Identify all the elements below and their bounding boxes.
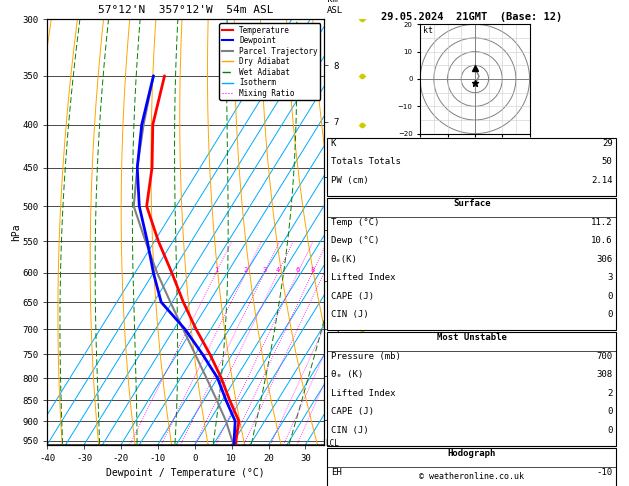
Text: 29.05.2024  21GMT  (Base: 12): 29.05.2024 21GMT (Base: 12): [381, 12, 562, 22]
Text: 0: 0: [607, 407, 613, 417]
Text: EH: EH: [331, 468, 342, 477]
Text: 0: 0: [607, 310, 613, 319]
Text: Surface: Surface: [453, 199, 491, 208]
Text: kt: kt: [423, 25, 433, 35]
Text: CAPE (J): CAPE (J): [331, 292, 374, 301]
Text: PW (cm): PW (cm): [331, 176, 369, 185]
Text: Pressure (mb): Pressure (mb): [331, 352, 401, 361]
Text: 3: 3: [607, 273, 613, 282]
Text: 2: 2: [243, 267, 248, 273]
Text: 1: 1: [214, 267, 218, 273]
Text: 50: 50: [602, 157, 613, 167]
Text: 8: 8: [310, 267, 314, 273]
Text: θₑ (K): θₑ (K): [331, 370, 363, 380]
Text: Totals Totals: Totals Totals: [331, 157, 401, 167]
Y-axis label: hPa: hPa: [11, 223, 21, 241]
Text: 0: 0: [607, 292, 613, 301]
Text: 700: 700: [596, 352, 613, 361]
Text: 3: 3: [262, 267, 267, 273]
Text: 4: 4: [276, 267, 280, 273]
Text: Hodograph: Hodograph: [448, 449, 496, 458]
Text: LCL: LCL: [325, 439, 339, 448]
Text: Lifted Index: Lifted Index: [331, 389, 396, 398]
Text: © weatheronline.co.uk: © weatheronline.co.uk: [420, 472, 524, 481]
Text: CIN (J): CIN (J): [331, 426, 369, 435]
Text: Dewp (°C): Dewp (°C): [331, 236, 379, 245]
Text: Temp (°C): Temp (°C): [331, 218, 379, 227]
Text: θₑ(K): θₑ(K): [331, 255, 358, 264]
Text: 6: 6: [296, 267, 300, 273]
Text: 0: 0: [607, 426, 613, 435]
Text: 10.6: 10.6: [591, 236, 613, 245]
Text: Lifted Index: Lifted Index: [331, 273, 396, 282]
Text: km
ASL: km ASL: [327, 0, 343, 15]
Text: 308: 308: [596, 370, 613, 380]
X-axis label: Dewpoint / Temperature (°C): Dewpoint / Temperature (°C): [106, 469, 265, 478]
Text: CIN (J): CIN (J): [331, 310, 369, 319]
Text: 11.2: 11.2: [591, 218, 613, 227]
Legend: Temperature, Dewpoint, Parcel Trajectory, Dry Adiabat, Wet Adiabat, Isotherm, Mi: Temperature, Dewpoint, Parcel Trajectory…: [220, 23, 320, 100]
Text: -10: -10: [596, 468, 613, 477]
Text: 29: 29: [602, 139, 613, 148]
Text: CAPE (J): CAPE (J): [331, 407, 374, 417]
Text: 2.14: 2.14: [591, 176, 613, 185]
Text: 306: 306: [596, 255, 613, 264]
Text: Most Unstable: Most Unstable: [437, 333, 507, 343]
Text: 2: 2: [607, 389, 613, 398]
Text: 57°12'N  357°12'W  54m ASL: 57°12'N 357°12'W 54m ASL: [97, 4, 274, 15]
Text: K: K: [331, 139, 337, 148]
